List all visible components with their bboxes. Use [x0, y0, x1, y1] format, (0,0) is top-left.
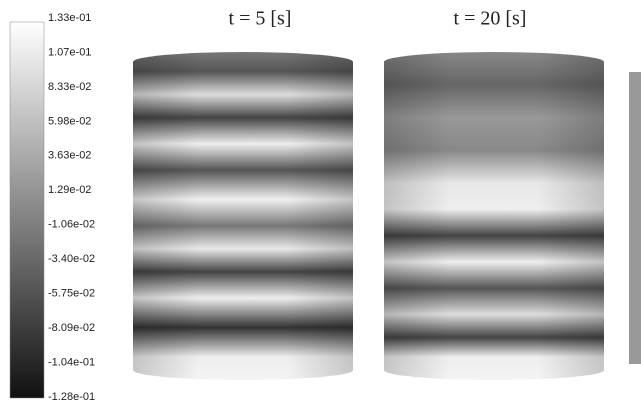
colorbar-label: 1.33e-01	[48, 12, 91, 24]
colorbar-label: 8.33e-02	[48, 81, 91, 93]
colorbar-label: 5.98e-02	[48, 115, 91, 127]
cylinder-partial	[629, 72, 641, 364]
colorbar-label: -5.75e-02	[48, 288, 95, 300]
colorbar-label: 1.29e-02	[48, 184, 91, 196]
cylinder	[384, 52, 604, 380]
colorbar-label: 3.63e-02	[48, 150, 91, 162]
figure: 1.33e-01 1.07e-01 8.33e-02 5.98e-02 3.63e-02…	[0, 0, 641, 408]
colorbar-label: -8.09e-02	[48, 322, 95, 334]
cylinder-shade	[384, 52, 604, 380]
colorbar-label: -1.04e-01	[48, 356, 95, 368]
panel-title: t = 5 [s]	[229, 8, 292, 30]
panel-title: t = 20 [s]	[454, 8, 527, 30]
cylinder	[133, 52, 353, 380]
cylinder-shade	[133, 52, 353, 380]
colorbar-label: -1.06e-02	[48, 219, 95, 231]
colorbar-label: -1.28e-01	[48, 391, 95, 403]
colorbar	[10, 22, 44, 398]
colorbar-label: -3.40e-02	[48, 253, 95, 265]
colorbar-label: 1.07e-01	[48, 46, 91, 58]
colorbar-labels: 1.33e-01 1.07e-01 8.33e-02 5.98e-02 3.63e-02…	[48, 12, 95, 403]
